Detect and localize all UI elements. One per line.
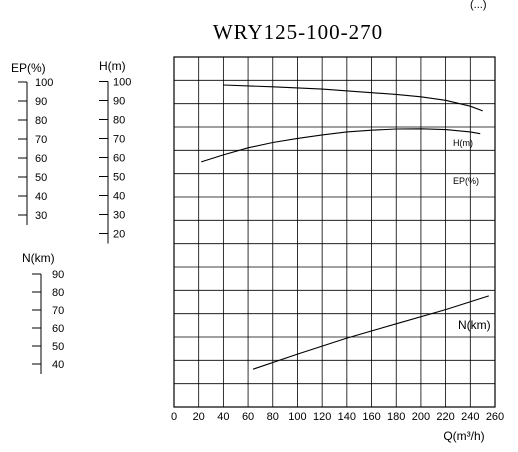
x-axis-label: Q(m³/h) — [443, 429, 484, 443]
grid — [173, 56, 496, 408]
n-scale-label: 70 — [52, 305, 64, 317]
h-curve — [223, 84, 483, 112]
x-tick-label: 260 — [486, 411, 504, 423]
x-tick-label: 60 — [242, 411, 254, 423]
x-tick-label: 140 — [338, 411, 356, 423]
h-scale-label: 90 — [113, 96, 125, 108]
h-scale-label: 20 — [113, 229, 125, 241]
ep-scale-label: 70 — [35, 134, 47, 146]
h-scale-label: 30 — [113, 210, 125, 222]
x-tick-label: 220 — [436, 411, 454, 423]
h-scale-label: 40 — [113, 191, 125, 203]
x-tick-labels: 0 20 40 60 80 100 120 140 160 180 200 220 240 260 — [171, 411, 504, 423]
n-scale-label: 60 — [52, 323, 64, 335]
n-scale-label: 40 — [52, 359, 64, 371]
ep-scale-label: 60 — [35, 153, 47, 165]
ep-scale-label: 40 — [35, 191, 47, 203]
plot-frame — [173, 56, 496, 408]
h-scale-label: 60 — [113, 153, 125, 165]
x-tick-label: 20 — [193, 411, 205, 423]
n-scale-label: 50 — [52, 341, 64, 353]
n-scale-label: 80 — [52, 287, 64, 299]
ep-axis-label: EP(%) — [11, 61, 46, 75]
curve-label-n: N(km) — [458, 318, 491, 332]
top-right-fragment: (...) — [470, 0, 487, 11]
x-tick-label: 200 — [412, 411, 430, 423]
x-tick-label: 160 — [362, 411, 380, 423]
ep-curve — [201, 128, 481, 163]
x-tick-label: 0 — [171, 411, 177, 423]
n-curve — [252, 295, 489, 370]
ep-scale-label: 30 — [35, 210, 47, 222]
h-scale-label: 50 — [113, 172, 125, 184]
x-tick-label: 180 — [387, 411, 405, 423]
ep-scale-label: 50 — [35, 172, 47, 184]
curve-label-h: H(m) — [453, 138, 473, 148]
n-scale-label: 90 — [52, 269, 64, 281]
x-tick-label: 120 — [313, 411, 331, 423]
curves — [201, 84, 489, 370]
ep-scale-label: 100 — [35, 77, 53, 89]
chart-title: WRY125-100-270 — [213, 20, 383, 44]
ep-scale-label: 80 — [35, 115, 47, 127]
ep-scale-label: 90 — [35, 96, 47, 108]
x-tick-label: 80 — [267, 411, 279, 423]
x-tick-label: 240 — [461, 411, 479, 423]
x-tick-label: 40 — [217, 411, 229, 423]
h-scale-label: 80 — [113, 115, 125, 127]
h-scale-label: 100 — [113, 77, 131, 89]
h-scale-label: 70 — [113, 134, 125, 146]
left-axes: 100 90 80 70 60 50 40 30 EP(%) 100 90 80 70 60 50 40 30 2… — [11, 59, 131, 374]
n-axis-label: N(km) — [22, 251, 55, 265]
h-axis-label: H(m) — [99, 59, 126, 73]
curve-label-ep: EP(%) — [453, 176, 479, 186]
x-tick-label: 100 — [288, 411, 306, 423]
